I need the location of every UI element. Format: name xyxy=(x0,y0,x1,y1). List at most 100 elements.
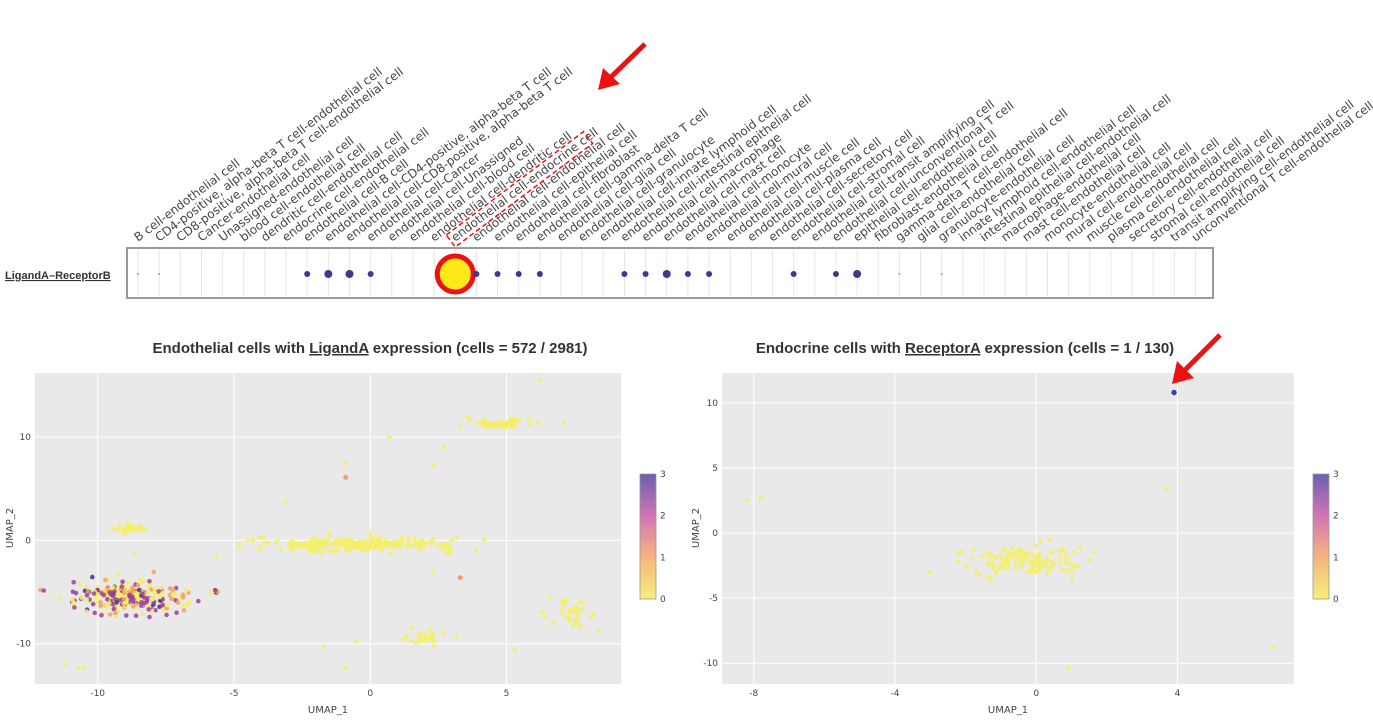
endothelial-ligand-umap: Endothelial cells with LigandA expressio… xyxy=(5,340,666,716)
cell-point xyxy=(325,537,330,542)
dotplot-row-label: LigandA–ReceptorB xyxy=(5,270,111,282)
cell-point xyxy=(1065,666,1071,671)
x-tick-label: -10 xyxy=(90,689,105,699)
cell-point xyxy=(542,614,548,619)
cell-point xyxy=(1064,568,1070,573)
cell-point xyxy=(474,547,479,553)
right-plot-background xyxy=(722,373,1294,684)
cell-point xyxy=(1048,549,1053,555)
cell-point xyxy=(535,421,541,426)
cell-point xyxy=(107,600,112,606)
cell-point xyxy=(512,424,518,429)
cell-point xyxy=(370,540,376,545)
cell-point xyxy=(964,563,969,569)
cell-point xyxy=(431,537,436,543)
cell-point xyxy=(140,611,145,617)
cell-point xyxy=(1013,559,1019,565)
dotplot-dot xyxy=(473,271,480,277)
cell-point xyxy=(99,613,104,618)
cell-point xyxy=(987,561,993,567)
colorbar-tick-label: 3 xyxy=(660,470,666,480)
cell-point xyxy=(1027,559,1033,564)
cell-point xyxy=(758,495,764,501)
cell-point xyxy=(376,537,381,543)
cell-point xyxy=(985,575,991,580)
cell-point xyxy=(120,579,125,584)
cell-point xyxy=(318,550,323,555)
y-tick-label: -10 xyxy=(16,640,31,650)
cell-point xyxy=(139,603,144,608)
cell-point xyxy=(153,607,158,613)
cell-point xyxy=(457,424,463,430)
dotplot-dot xyxy=(367,271,374,277)
cell-point xyxy=(379,548,385,553)
cell-point xyxy=(345,541,350,547)
cell-point xyxy=(408,638,414,644)
y-tick-label: 10 xyxy=(20,433,32,443)
cell-point xyxy=(165,603,171,608)
cell-point xyxy=(362,538,368,544)
dotplot-gridlines xyxy=(137,250,1196,296)
cell-point xyxy=(400,637,406,643)
cell-point xyxy=(311,535,317,541)
dotplot-dot xyxy=(345,270,354,278)
cell-point xyxy=(448,537,454,543)
cell-point xyxy=(343,474,349,480)
cell-point xyxy=(365,545,370,550)
cell-point xyxy=(152,591,158,596)
cell-point xyxy=(343,548,349,553)
cell-point xyxy=(481,537,487,542)
cell-point xyxy=(354,541,359,546)
dotplot-dot xyxy=(494,271,501,277)
cell-point xyxy=(176,595,182,600)
cell-point xyxy=(386,541,392,546)
cell-point xyxy=(153,586,158,591)
cell-point xyxy=(70,598,75,603)
cell-point xyxy=(1064,557,1069,562)
colorbar-tick-label: 0 xyxy=(660,595,666,605)
cell-point xyxy=(343,665,349,670)
cell-point xyxy=(250,538,255,543)
cell-point xyxy=(1010,554,1015,560)
cell-point xyxy=(119,584,125,589)
cell-point xyxy=(256,535,262,540)
cell-point xyxy=(997,566,1003,572)
dotplot-dots xyxy=(137,253,943,295)
cell-point xyxy=(157,594,162,600)
cell-point xyxy=(1045,571,1050,576)
cell-point xyxy=(1018,560,1024,565)
cell-point xyxy=(180,602,186,608)
cell-point xyxy=(1164,486,1170,492)
cell-point xyxy=(302,540,308,546)
left-xaxis-label: UMAP_1 xyxy=(308,705,348,716)
cell-point xyxy=(387,434,392,440)
cell-point xyxy=(105,596,110,602)
x-tick-label: -8 xyxy=(749,689,758,699)
cell-point xyxy=(81,665,87,670)
cell-point xyxy=(567,615,573,620)
cell-point xyxy=(986,551,992,557)
cell-point xyxy=(77,581,82,586)
cell-point xyxy=(56,595,62,601)
cell-point xyxy=(577,624,582,629)
cell-point xyxy=(1016,554,1022,560)
right-tick-labels: -8 -4 0 4 10 5 0 -5 -10 xyxy=(703,399,1180,699)
cell-point xyxy=(160,602,165,608)
cell-point xyxy=(475,421,480,426)
cell-point xyxy=(406,538,412,544)
x-tick-label: 0 xyxy=(1033,689,1039,699)
x-tick-label: -4 xyxy=(891,689,900,699)
y-tick-label: 0 xyxy=(712,529,718,539)
cell-point xyxy=(159,585,164,591)
cell-point xyxy=(274,539,280,544)
left-colorbar: 3 2 1 0 xyxy=(639,470,666,605)
cell-point xyxy=(1070,577,1075,582)
cell-point xyxy=(340,537,346,543)
cell-point xyxy=(416,634,422,639)
cell-point xyxy=(428,627,433,632)
cell-point xyxy=(517,417,523,423)
left-tick-labels: -10 -5 0 5 10 0 -10 xyxy=(16,433,509,699)
annotation-arrow-top xyxy=(598,42,647,90)
cell-point xyxy=(431,643,437,649)
cell-point xyxy=(143,528,149,533)
